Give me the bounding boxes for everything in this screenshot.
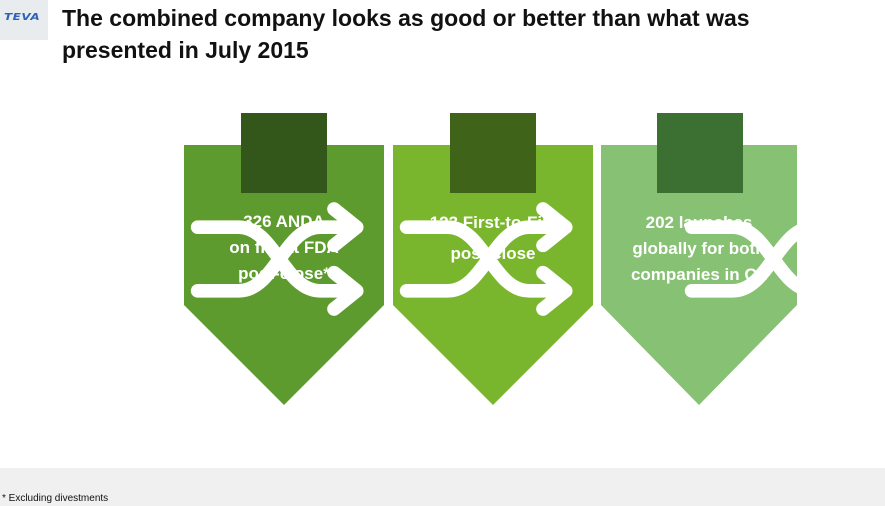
chevron-card-first-to-file: 123 First-to-File post-close — [393, 113, 593, 405]
card-line: post-close — [450, 244, 536, 263]
card-text: 202 launches globally for both companies… — [601, 210, 797, 288]
footer-bar — [0, 468, 885, 506]
card-line: companies in Q1 — [630, 265, 768, 284]
shuffle-icon — [399, 202, 573, 316]
logo-box: TEVA — [0, 0, 48, 40]
card-line: globally for both — [632, 239, 766, 258]
teva-logo: TEVA — [4, 11, 41, 23]
footnote: * Excluding divestments — [2, 493, 109, 504]
card-line: 123 First-to-File — [429, 213, 557, 232]
card-text: 326 ANDA on file at FDA post-close* — [184, 209, 384, 287]
chevron-card-anda: 326 ANDA on file at FDA post-close* — [184, 113, 384, 405]
card-line: 326 ANDA — [243, 212, 325, 231]
shuffle-icon — [190, 202, 364, 316]
slide-title: The combined company looks as good or be… — [62, 5, 750, 63]
card-line: on file at FDA — [229, 238, 339, 257]
shuffle-icon — [684, 202, 858, 316]
chevron-shape — [601, 113, 797, 405]
card-text: 123 First-to-File post-close — [393, 210, 593, 267]
card-line: post-close* — [238, 264, 330, 283]
card-line: 202 launches — [645, 213, 753, 232]
chevron-card-launches: 202 launches globally for both companies… — [601, 113, 858, 405]
